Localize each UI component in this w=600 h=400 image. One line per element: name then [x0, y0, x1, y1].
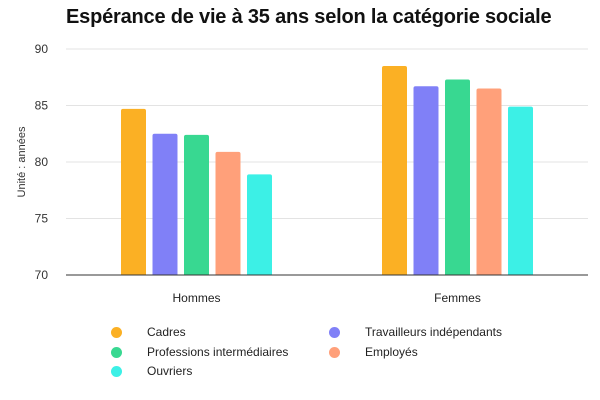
bar-cadres-hommes[interactable]: [121, 108, 146, 275]
y-tick-label: 90: [35, 42, 49, 56]
bar-ouvriers-hommes[interactable]: [247, 174, 272, 275]
bar-employ-s-hommes[interactable]: [215, 151, 241, 275]
bars: [121, 65, 533, 275]
y-axis-label: Unité : années: [16, 126, 28, 197]
y-tick-label: 80: [35, 155, 49, 169]
bar-travailleurs-ind-pendants-femmes[interactable]: [413, 86, 439, 275]
y-tick-label: 70: [35, 268, 49, 282]
chart-title: Espérance de vie à 35 ans selon la catég…: [66, 6, 552, 28]
bar-professions-interm-diaires-hommes[interactable]: [184, 134, 209, 275]
bar-travailleurs-ind-pendants-hommes[interactable]: [152, 133, 178, 275]
y-axis-ticks: 70 75 80 85 90: [35, 42, 49, 282]
y-tick-label: 85: [35, 99, 49, 113]
y-tick-label: 75: [35, 212, 49, 226]
x-tick-label: Femmes: [434, 291, 481, 305]
bar-cadres-femmes[interactable]: [382, 65, 407, 275]
bar-ouvriers-femmes[interactable]: [508, 106, 533, 275]
x-tick-label: Hommes: [172, 291, 220, 305]
bar-employ-s-femmes[interactable]: [476, 88, 502, 275]
bar-professions-interm-diaires-femmes[interactable]: [445, 79, 470, 275]
x-axis-labels: Hommes Femmes: [172, 291, 480, 305]
